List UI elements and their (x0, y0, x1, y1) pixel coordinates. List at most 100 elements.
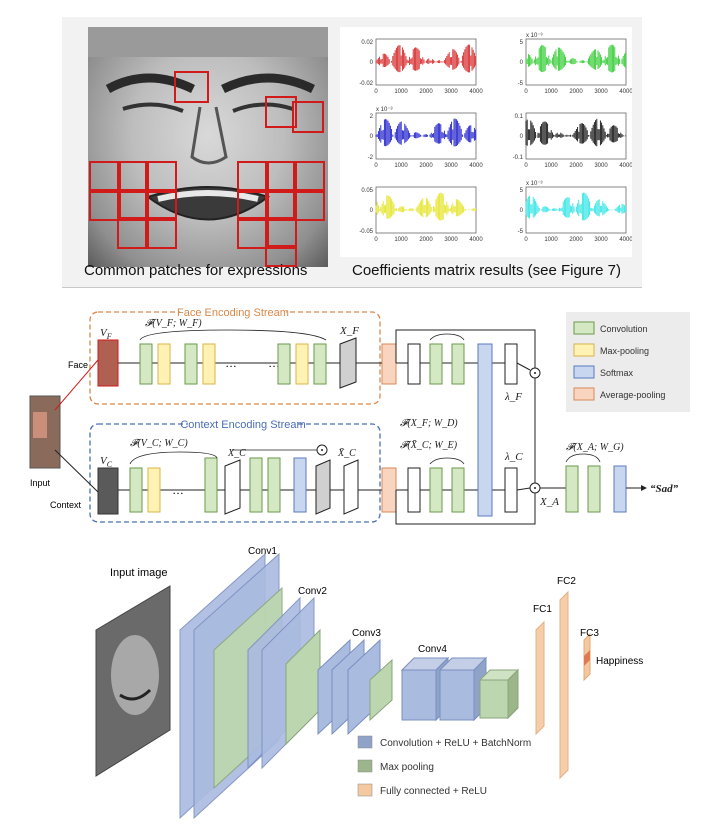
context-label: Context (50, 500, 82, 510)
lambda-f-label: λ_F (504, 391, 522, 403)
coef-xtick: 0 (374, 89, 378, 95)
coef-xtick: 0 (524, 89, 528, 95)
coef-exponent: x 10⁻³ (376, 107, 393, 113)
patch-grid (89, 71, 325, 267)
coef-xtick: 3000 (594, 237, 608, 243)
svg-text:…: … (172, 483, 184, 497)
xf-label: X_F (339, 325, 359, 337)
input-image-label: Input image (110, 567, 167, 579)
coef-xtick: 1000 (544, 163, 558, 169)
xc-bar-label: X̄_C (337, 448, 356, 459)
coef-xtick: 1000 (394, 163, 408, 169)
middle-legend: Convolution Max-pooling Softmax Average-poo… (566, 312, 690, 412)
lambda-c-label: λ_C (504, 451, 523, 463)
coef-xtick: 2000 (419, 89, 433, 95)
coef-ytick-top: 0.1 (515, 114, 524, 120)
face-label: Face (68, 360, 88, 370)
conv2-block (247, 596, 321, 770)
f-context-label: 𝓕(V_C; W_C) (130, 438, 188, 449)
coef-xtick: 1000 (394, 89, 408, 95)
xa-label: X_A (539, 496, 559, 508)
output-sad: “Sad” (650, 483, 679, 495)
left-caption: Common patches for expressions (84, 262, 308, 279)
coef-plot-1: 0.020-0.020 1000 2000 3000 4000 (359, 38, 483, 95)
face-stream-title: Face Encoding Stream (177, 307, 289, 319)
legend-label: Max-pooling (600, 346, 649, 356)
coef-xtick: 3000 (444, 163, 458, 169)
coef-ytick-mid: 0 (370, 134, 374, 140)
legend-swatch (357, 759, 373, 773)
fc-layers (535, 590, 591, 780)
coef-xtick: 0 (374, 163, 378, 169)
coef-xtick: 2000 (419, 163, 433, 169)
coef-xtick: 4000 (469, 89, 483, 95)
coef-xtick: 3000 (444, 237, 458, 243)
face-sketch (88, 27, 328, 267)
coef-xtick: 4000 (619, 163, 632, 169)
legend-label: Average-pooling (600, 390, 665, 400)
legend-label: Convolution + ReLU + BatchNorm (380, 738, 531, 749)
coef-trace (525, 44, 627, 73)
context-crop (97, 467, 119, 515)
legend-swatch (357, 783, 373, 797)
coef-ytick-top: 0.05 (361, 188, 373, 194)
coef-plot-5: 0.050-0.050 1000 2000 3000 4000 (359, 186, 483, 243)
coef-ytick-mid: 0 (370, 208, 374, 214)
coef-ytick-bot: -0.1 (513, 155, 524, 161)
context-stream-title: Context Encoding Stream (180, 419, 305, 431)
expression-patches-panel: 0.02 0 -0.02 0 1000 2000 3000 4000 5 0 -5 x 10⁻³ 0 10… (62, 17, 642, 288)
input-label: Input (30, 478, 51, 488)
coef-ytick-mid: 0 (520, 134, 524, 140)
svg-text:…: … (268, 356, 280, 370)
vf-label: VF (100, 327, 112, 341)
coef-xtick: 3000 (594, 89, 608, 95)
coef-xtick: 0 (524, 163, 528, 169)
legend-swatch (573, 387, 595, 401)
svg-text:…: … (225, 356, 237, 370)
f-xc-we-label: 𝓕(X̄_C; W_E) (400, 440, 458, 451)
coef-xtick: 2000 (569, 237, 583, 243)
legend-label: Max pooling (380, 762, 434, 773)
coef-ytick-bot: -5 (518, 229, 524, 235)
coef-ytick-bot: -0.05 (359, 229, 373, 235)
coef-trace (375, 192, 477, 221)
coef-ytick-bot: -2 (368, 155, 374, 161)
output-happiness: Happiness (596, 656, 643, 667)
coef-xtick: 3000 (444, 89, 458, 95)
f-xa-wg-label: 𝓕(X_A; W_G) (566, 442, 624, 453)
coef-trace (375, 118, 477, 147)
legend-label: Fully connected + ReLU (380, 786, 487, 797)
fc3-label: FC3 (580, 628, 599, 639)
vc-label: VC (100, 455, 113, 469)
fc1-label: FC1 (533, 604, 552, 615)
face-crop (97, 339, 119, 387)
conv4-block (400, 656, 520, 722)
coef-plot-4: 0.10-0.10 1000 2000 3000 4000 (513, 112, 633, 169)
coef-ytick-mid: 0 (370, 60, 374, 66)
coef-exponent: x 10⁻³ (526, 181, 543, 187)
coef-xtick: 4000 (619, 89, 632, 95)
coef-xtick: 2000 (569, 163, 583, 169)
right-caption: Coefficients matrix results (see Figure … (352, 262, 621, 279)
legend-swatch (573, 343, 595, 357)
coef-ytick-top: 0.02 (361, 40, 373, 46)
coef-ytick-bot: -0.02 (359, 81, 373, 87)
coef-xtick: 1000 (544, 237, 558, 243)
coef-xtick: 0 (374, 237, 378, 243)
context-stream-layers: … (118, 444, 400, 515)
coef-ytick-top: 2 (370, 114, 374, 120)
conv4-label: Conv4 (418, 644, 447, 655)
legend-label: Softmax (600, 368, 634, 378)
legend-swatch (573, 365, 595, 379)
coef-xtick: 0 (524, 237, 528, 243)
conv1-label: Conv1 (248, 546, 277, 557)
legend-swatch (573, 321, 595, 335)
face-photo (88, 27, 328, 267)
coef-plot-6: 50-5x 10⁻³0 1000 2000 3000 4000 (518, 181, 634, 243)
legend-swatch (357, 735, 373, 749)
coef-plot-2: 50-5x 10⁻³0 1000 2000 3000 4000 (518, 33, 634, 95)
coef-xtick: 4000 (469, 237, 483, 243)
coef-xtick: 1000 (544, 89, 558, 95)
coef-trace (525, 192, 627, 221)
